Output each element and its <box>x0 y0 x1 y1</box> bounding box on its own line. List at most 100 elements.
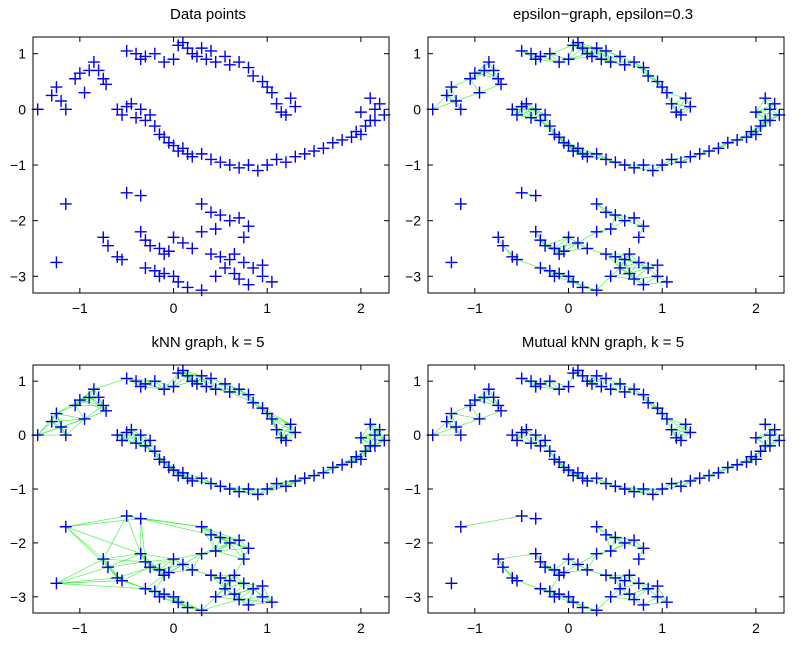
graph-edge <box>610 267 621 277</box>
graph-edge <box>145 445 160 460</box>
data-point <box>120 186 133 199</box>
data-point <box>97 72 110 85</box>
data-point <box>529 103 542 116</box>
graph-edge <box>591 375 597 385</box>
graph-edge <box>238 539 249 549</box>
graph-edge <box>605 378 621 385</box>
graph-edge <box>764 434 771 447</box>
data-point <box>205 372 217 385</box>
data-point <box>308 145 321 158</box>
graph-edge <box>633 61 644 68</box>
data-point <box>223 58 236 71</box>
data-point <box>195 42 208 55</box>
graph-edge <box>573 281 597 291</box>
graph-edge <box>126 515 142 554</box>
graph-edge <box>474 61 490 74</box>
graph-edge <box>666 418 672 430</box>
graph-edge <box>56 582 146 590</box>
data-point <box>576 281 589 294</box>
data-point <box>120 44 133 57</box>
data-point <box>247 396 260 409</box>
y-tick-label: 1 <box>18 46 26 62</box>
data-point <box>749 106 762 119</box>
data-point <box>440 415 453 428</box>
data-point <box>759 92 772 105</box>
data-point <box>190 50 203 63</box>
data-point <box>553 588 566 601</box>
data-point <box>162 245 175 258</box>
graph-edge <box>145 588 160 598</box>
graph-edge <box>238 540 245 560</box>
graph-edge <box>135 380 142 387</box>
graph-edge <box>643 596 658 606</box>
data-point <box>731 133 744 146</box>
graph-edge <box>736 456 752 466</box>
data-point <box>590 147 603 160</box>
graph-edge <box>149 440 156 452</box>
graph-edge <box>619 262 639 269</box>
graph-edge <box>657 585 668 603</box>
data-point <box>562 231 575 244</box>
data-point <box>139 261 152 274</box>
data-point <box>454 429 467 442</box>
data-point <box>214 209 227 222</box>
graph-edge <box>573 601 597 611</box>
graph-edge <box>601 50 607 60</box>
graph-edge <box>374 429 380 446</box>
data-point <box>144 239 157 252</box>
data-point <box>604 223 617 235</box>
data-point <box>529 189 542 202</box>
graph-edge <box>755 120 771 135</box>
data-point <box>543 375 556 388</box>
data-point <box>336 458 349 471</box>
graph-edge <box>610 539 635 552</box>
data-point <box>134 512 147 525</box>
graph-edge <box>769 434 780 441</box>
data-point <box>445 577 458 590</box>
graph-edge <box>769 440 780 447</box>
graph-edge <box>601 378 607 387</box>
graph-edge <box>619 56 635 63</box>
data-point <box>557 245 570 258</box>
graph-edge <box>671 97 686 105</box>
graph-edge <box>610 220 625 230</box>
data-point <box>373 97 386 110</box>
graph-edge <box>535 109 546 116</box>
graph-edge <box>671 423 686 431</box>
data-point <box>242 598 255 611</box>
data-point <box>364 92 377 105</box>
graph-edge <box>234 574 245 584</box>
graph-edge <box>596 526 607 536</box>
graph-edge <box>647 267 658 277</box>
graph-edge <box>746 456 752 463</box>
x-tick-label: −1 <box>467 620 483 636</box>
graph-edge <box>234 583 245 595</box>
data-point <box>181 281 194 294</box>
graph-edge <box>657 596 668 603</box>
subplot-epsilon-graph: epsilon−graph, epsilon=0.3 −1 0 1 2 1 0 −1 −2 −3 <box>405 6 786 316</box>
data-point <box>576 601 589 614</box>
graph-edge <box>56 413 85 420</box>
data-point <box>660 275 673 288</box>
graph-edge <box>540 267 555 277</box>
graph-edge <box>587 248 607 255</box>
data-point <box>632 256 645 269</box>
data-point <box>473 86 486 99</box>
graph-edge <box>633 389 649 403</box>
graph-edge <box>107 561 146 568</box>
data-points <box>426 36 786 297</box>
data-point <box>609 480 622 493</box>
graph-edge <box>568 372 574 387</box>
data-point <box>679 418 692 431</box>
data-point <box>674 108 687 121</box>
data-point <box>195 604 208 617</box>
data-point <box>214 571 227 584</box>
data-point <box>684 474 697 487</box>
graph-edge <box>159 564 183 571</box>
graph-edge <box>615 214 625 221</box>
data-point <box>144 108 157 121</box>
x-tick-label: −1 <box>467 300 483 316</box>
data-point <box>637 159 650 171</box>
graph-edge <box>755 429 775 439</box>
data-point <box>525 111 538 124</box>
